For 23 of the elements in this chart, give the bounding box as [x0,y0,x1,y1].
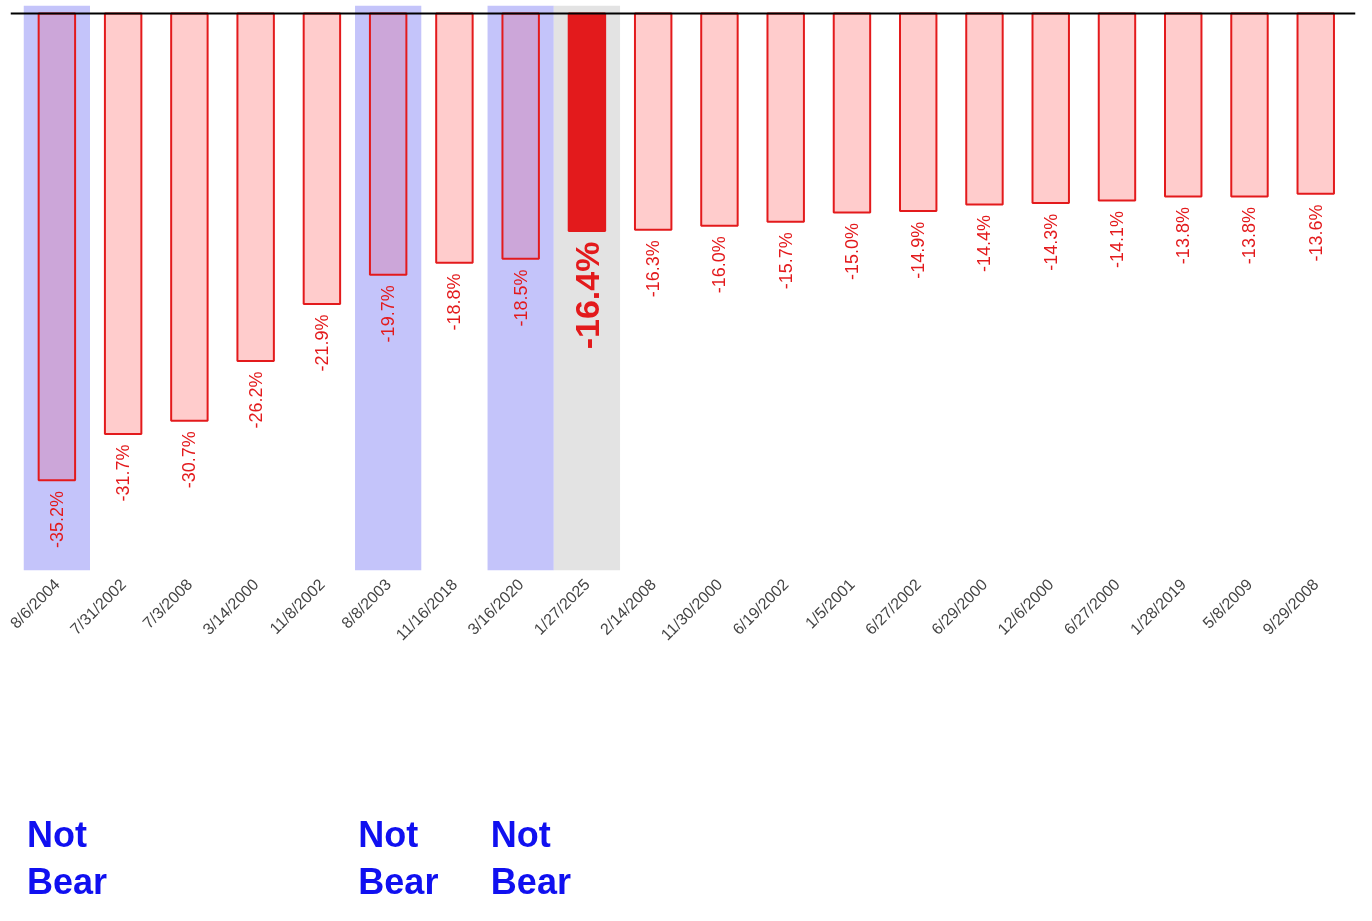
data-label: -15.7% [775,232,796,290]
data-label: -18.8% [444,273,465,331]
data-label: -13.6% [1305,204,1326,262]
data-label: -31.7% [113,444,134,502]
data-label: -14.3% [1040,213,1061,271]
data-label: -30.7% [179,431,200,489]
text: Not Bear [27,813,108,902]
data-label: -13.8% [1173,207,1194,265]
data-label: -19.7% [378,285,399,343]
data-label: -14.4% [974,215,995,273]
data-label: -16.0% [709,236,730,294]
data-label: -26.2% [245,371,266,429]
data-label: -15.0% [841,223,862,281]
text: Not Bear [358,813,439,902]
data-label: -14.1% [1106,211,1127,269]
data-label: -14.9% [908,221,929,279]
data-label: -35.2% [46,490,67,548]
data-label: -21.9% [311,314,332,372]
data-label: -16.3% [643,240,664,298]
text: Not Bear [490,813,571,902]
data-label: -18.5% [510,269,531,327]
data-label: -13.8% [1239,207,1260,265]
data-label: -16.4% [567,241,606,350]
